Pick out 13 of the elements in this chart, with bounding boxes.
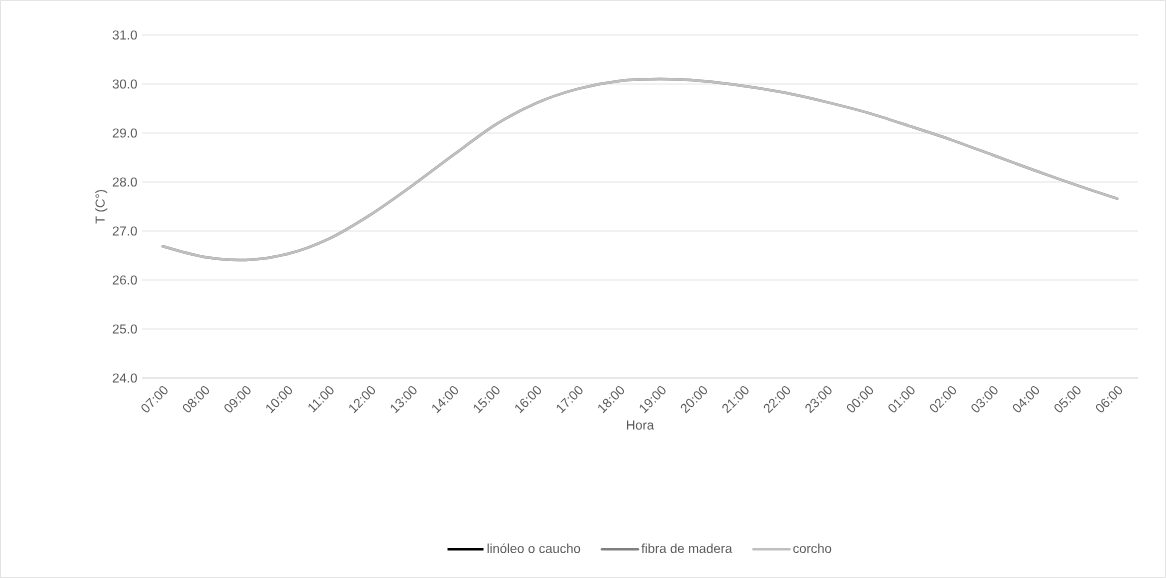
legend-label: fibra de madera <box>641 543 733 554</box>
y-tick-label: 24.0 <box>112 373 137 383</box>
y-tick-label: 27.0 <box>112 226 137 236</box>
y-tick-label: 31.0 <box>112 30 137 40</box>
y-tick-label: 25.0 <box>112 324 137 334</box>
legend-label: linóleo o caucho <box>487 543 581 554</box>
y-axis-title: T (C°) <box>95 189 108 224</box>
legend-label: corcho <box>793 543 832 554</box>
y-tick-label: 30.0 <box>112 79 137 89</box>
x-axis-title: Hora <box>626 420 655 430</box>
y-tick-label: 26.0 <box>112 275 137 285</box>
y-tick-label: 29.0 <box>112 128 137 138</box>
y-tick-label: 28.0 <box>112 177 137 187</box>
